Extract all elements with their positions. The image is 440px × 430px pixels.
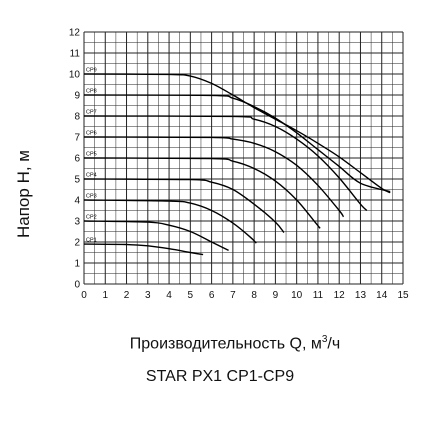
y-tick-label: 5	[74, 175, 80, 186]
x-axis-label-superscript: 3	[321, 334, 328, 345]
y-tick-label: 7	[74, 133, 80, 144]
series-curve-cp6	[83, 136, 345, 218]
y-tick-label: 9	[74, 91, 80, 102]
series-label-cp7: CP7	[86, 110, 97, 116]
series-curve-cp4	[83, 178, 285, 234]
x-tick-label: 15	[397, 290, 409, 301]
series-label-cp4: CP4	[86, 173, 97, 179]
x-tick-label: 7	[230, 290, 236, 301]
x-tick-label: 4	[166, 290, 172, 301]
series-curve-cp8	[83, 94, 391, 193]
series-label-cp5: CP5	[86, 152, 97, 158]
y-tick-label: 4	[74, 196, 80, 207]
series-label-cp8: CP8	[86, 89, 97, 95]
chart-title: STAR PX1 CP1-CP9	[145, 368, 295, 385]
series-label-cp3: CP3	[86, 194, 97, 200]
x-tick-label: 5	[188, 290, 194, 301]
y-axis-label: Напор H, м	[14, 150, 33, 238]
x-tick-label: 0	[81, 290, 87, 301]
x-tick-label: 6	[209, 290, 215, 301]
series-label-cp2: CP2	[86, 215, 97, 221]
chart-curves	[83, 73, 391, 256]
x-tick-label: 10	[291, 290, 303, 301]
series-curve-cp9	[83, 73, 391, 194]
x-axis-label-text: Производительность Q, м	[129, 335, 322, 353]
y-tick-label: 0	[74, 280, 80, 291]
y-tick-label: 2	[74, 238, 80, 249]
y-tick-label: 12	[69, 28, 81, 39]
x-tick-label: 13	[355, 290, 367, 301]
y-tick-label: 3	[74, 217, 80, 228]
y-tick-label: 1	[74, 259, 80, 270]
x-tick-label: 2	[124, 290, 130, 301]
x-axis-label: Производительность Q, м3/ч	[0, 334, 440, 353]
x-tick-label: 1	[102, 290, 108, 301]
y-tick-label: 6	[74, 154, 80, 165]
series-curve-cp3	[83, 199, 257, 244]
y-tick-label: 10	[69, 70, 81, 81]
x-tick-label: 9	[273, 290, 279, 301]
x-tick-label: 8	[251, 290, 257, 301]
x-tick-label: 12	[334, 290, 346, 301]
series-label-cp9: CP9	[86, 68, 97, 74]
y-tick-label: 8	[74, 112, 80, 123]
y-tick-label: 11	[70, 49, 81, 60]
chart-series-labels: CP1 CP2 CP3 CP4 CP5 CP6 CP7 CP8 CP9	[86, 68, 97, 244]
series-curve-cp7	[83, 115, 368, 211]
x-tick-label: 14	[376, 290, 388, 301]
x-tick-label: 3	[145, 290, 151, 301]
series-curve-cp2	[83, 220, 229, 252]
x-axis-label-unit: /ч	[327, 335, 341, 353]
series-label-cp6: CP6	[86, 131, 97, 137]
x-tick-label: 11	[313, 290, 324, 301]
series-curve-cp1	[83, 243, 204, 256]
series-label-cp1: CP1	[86, 238, 97, 244]
series-curve-cp5	[83, 157, 321, 229]
